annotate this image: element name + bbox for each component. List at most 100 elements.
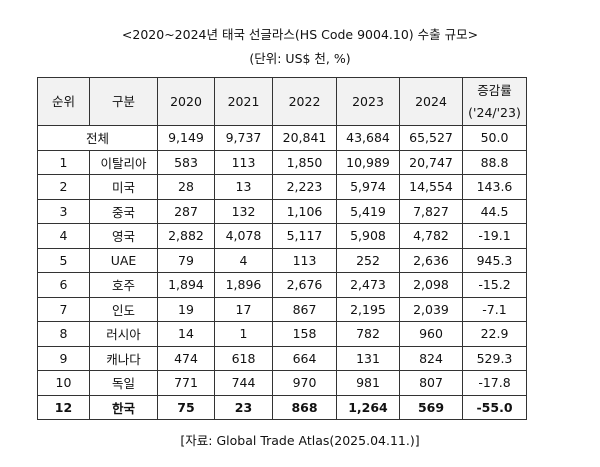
cell: 744 bbox=[214, 370, 273, 396]
cell: 131 bbox=[336, 345, 400, 371]
cell: 970 bbox=[272, 370, 337, 396]
cell: 867 bbox=[272, 296, 337, 322]
cell: -17.8 bbox=[462, 370, 527, 396]
cell: 22.9 bbox=[462, 321, 527, 347]
cell: 5,117 bbox=[272, 223, 337, 249]
cell: 143.6 bbox=[462, 174, 527, 200]
rank-cell: 7 bbox=[37, 296, 90, 322]
cell: 1,896 bbox=[214, 272, 273, 298]
table-row: 2 미국 28 13 2,223 5,974 14,554 143.6 bbox=[37, 174, 527, 200]
country-cell: 인도 bbox=[89, 296, 158, 322]
cell: 868 bbox=[272, 394, 337, 420]
cell: 1,894 bbox=[157, 272, 215, 298]
table-row: 5 UAE 79 4 113 252 2,636 945.3 bbox=[37, 247, 527, 273]
header-2024: 2024 bbox=[399, 77, 463, 126]
table-row: 3 중국 287 132 1,106 5,419 7,827 44.5 bbox=[37, 198, 527, 224]
header-change-rate-label: 증감률 bbox=[477, 82, 512, 98]
cell: 20,747 bbox=[399, 149, 463, 175]
cell: 1,850 bbox=[272, 149, 337, 175]
cell: 2,676 bbox=[272, 272, 337, 298]
total-row: 전체 9,149 9,737 20,841 43,684 65,527 50.0 bbox=[37, 125, 527, 151]
cell: 1,264 bbox=[336, 394, 400, 420]
cell: 10,989 bbox=[336, 149, 400, 175]
cell: 23 bbox=[214, 394, 273, 420]
cell: -15.2 bbox=[462, 272, 527, 298]
cell: 14,554 bbox=[399, 174, 463, 200]
table-row: 9 캐나다 474 618 664 131 824 529.3 bbox=[37, 345, 527, 371]
rank-cell: 6 bbox=[37, 272, 90, 298]
cell: 13 bbox=[214, 174, 273, 200]
country-cell: 중국 bbox=[89, 198, 158, 224]
rank-cell: 4 bbox=[37, 223, 90, 249]
country-cell: 미국 bbox=[89, 174, 158, 200]
header-row: 순위 구분 2020 2021 2022 2023 2024 증감률 ('24/'… bbox=[37, 77, 527, 126]
source-note: [자료: Global Trade Atlas(2025.04.11.)] bbox=[180, 433, 420, 448]
cell: 5,419 bbox=[336, 198, 400, 224]
cell: 113 bbox=[214, 149, 273, 175]
cell: 583 bbox=[157, 149, 215, 175]
cell: 158 bbox=[272, 321, 337, 347]
country-cell: 호주 bbox=[89, 272, 158, 298]
country-cell: 한국 bbox=[89, 394, 158, 420]
country-cell: 캐나다 bbox=[89, 345, 158, 371]
total-label: 전체 bbox=[37, 125, 158, 151]
cell: 14 bbox=[157, 321, 215, 347]
cell: 782 bbox=[336, 321, 400, 347]
rank-cell: 1 bbox=[37, 149, 90, 175]
export-table: 순위 구분 2020 2021 2022 2023 2024 증감률 ('24/'… bbox=[37, 77, 527, 420]
header-category: 구분 bbox=[89, 77, 158, 126]
cell: 28 bbox=[157, 174, 215, 200]
cell: 771 bbox=[157, 370, 215, 396]
cell: 2,882 bbox=[157, 223, 215, 249]
cell: 4,782 bbox=[399, 223, 463, 249]
rank-cell: 8 bbox=[37, 321, 90, 347]
cell: 2,636 bbox=[399, 247, 463, 273]
rank-cell: 5 bbox=[37, 247, 90, 273]
cell: 7,827 bbox=[399, 198, 463, 224]
header-change-rate: 증감률 ('24/'23) bbox=[462, 77, 527, 126]
country-cell: 러시아 bbox=[89, 321, 158, 347]
cell: 287 bbox=[157, 198, 215, 224]
cell: 5,974 bbox=[336, 174, 400, 200]
rank-cell: 2 bbox=[37, 174, 90, 200]
cell: 2,039 bbox=[399, 296, 463, 322]
table-title: <2020~2024년 태국 선글라스(HS Code 9004.10) 수출 … bbox=[121, 27, 479, 42]
cell: 981 bbox=[336, 370, 400, 396]
cell: 43,684 bbox=[336, 125, 400, 151]
cell: 807 bbox=[399, 370, 463, 396]
country-cell: 이탈리아 bbox=[89, 149, 158, 175]
country-cell: 영국 bbox=[89, 223, 158, 249]
cell: 44.5 bbox=[462, 198, 527, 224]
cell: 17 bbox=[214, 296, 273, 322]
cell: 529.3 bbox=[462, 345, 527, 371]
header-2023: 2023 bbox=[336, 77, 400, 126]
cell: 1,106 bbox=[272, 198, 337, 224]
cell: 2,223 bbox=[272, 174, 337, 200]
table-row: 7 인도 19 17 867 2,195 2,039 -7.1 bbox=[37, 296, 527, 322]
header-rank: 순위 bbox=[37, 77, 90, 126]
cell: 1 bbox=[214, 321, 273, 347]
cell: 474 bbox=[157, 345, 215, 371]
cell: 9,149 bbox=[157, 125, 215, 151]
cell: 2,098 bbox=[399, 272, 463, 298]
header-2022: 2022 bbox=[272, 77, 337, 126]
cell: 945.3 bbox=[462, 247, 527, 273]
cell: 75 bbox=[157, 394, 215, 420]
header-2021: 2021 bbox=[214, 77, 273, 126]
table-row: 6 호주 1,894 1,896 2,676 2,473 2,098 -15.2 bbox=[37, 272, 527, 298]
cell: 2,195 bbox=[336, 296, 400, 322]
country-cell: UAE bbox=[89, 247, 158, 273]
cell: 113 bbox=[272, 247, 337, 273]
cell: 65,527 bbox=[399, 125, 463, 151]
header-change-rate-period: ('24/'23) bbox=[468, 104, 521, 120]
cell: 618 bbox=[214, 345, 273, 371]
table-row: 12 한국 75 23 868 1,264 569 -55.0 bbox=[37, 394, 527, 420]
cell: 664 bbox=[272, 345, 337, 371]
cell: 4,078 bbox=[214, 223, 273, 249]
cell: 5,908 bbox=[336, 223, 400, 249]
rank-cell: 3 bbox=[37, 198, 90, 224]
country-cell: 독일 bbox=[89, 370, 158, 396]
cell: 79 bbox=[157, 247, 215, 273]
cell: -7.1 bbox=[462, 296, 527, 322]
cell: -55.0 bbox=[462, 394, 527, 420]
